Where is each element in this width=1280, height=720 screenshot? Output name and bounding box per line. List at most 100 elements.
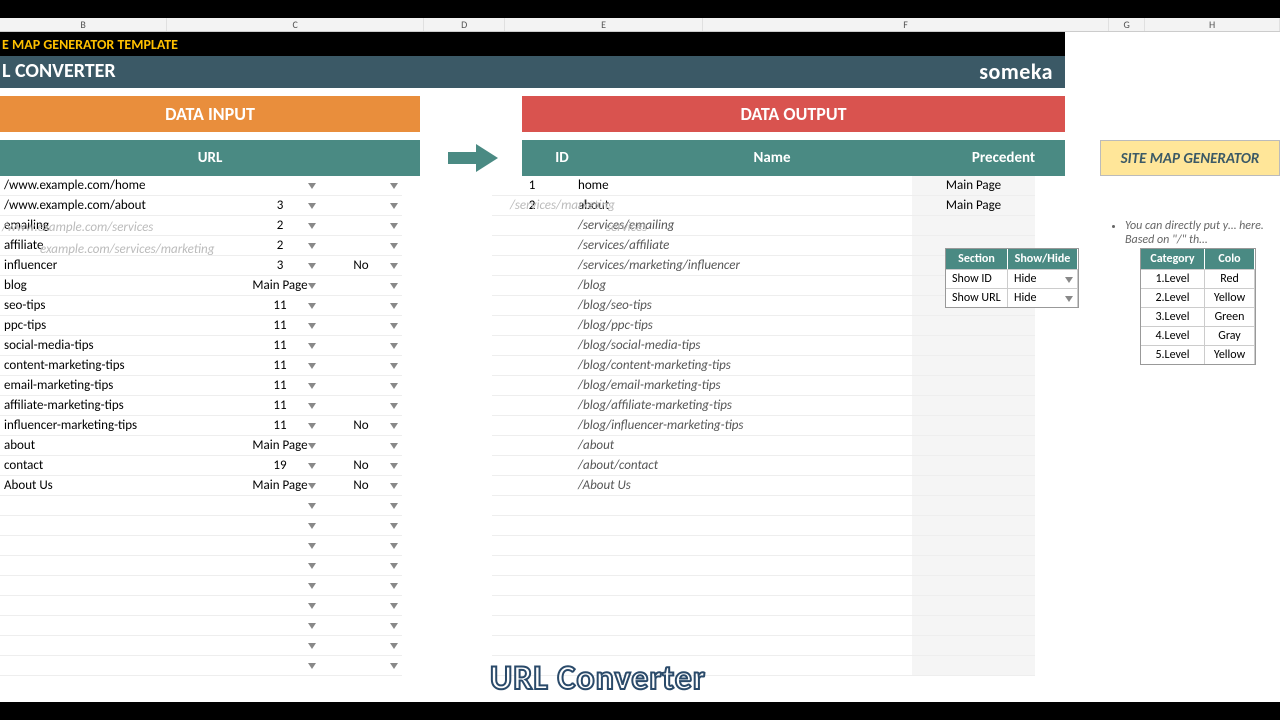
chevron-down-icon[interactable] — [308, 423, 316, 429]
dropdown-cell[interactable]: No — [320, 256, 402, 276]
chevron-down-icon[interactable] — [390, 243, 398, 249]
chevron-down-icon[interactable] — [308, 583, 316, 589]
dropdown-cell[interactable] — [320, 436, 402, 456]
chevron-down-icon[interactable] — [308, 203, 316, 209]
table-row[interactable]: ppc-tips11/blog/ppc-tips — [0, 316, 1280, 336]
chevron-down-icon[interactable] — [390, 623, 398, 629]
chevron-down-icon[interactable] — [308, 643, 316, 649]
chevron-down-icon[interactable] — [390, 523, 398, 529]
dropdown-cell[interactable] — [320, 276, 402, 296]
url-cell[interactable]: affiliate-marketing-tips — [0, 396, 240, 416]
chevron-down-icon[interactable] — [308, 243, 316, 249]
url-cell[interactable]: influencer-marketing-tips — [0, 416, 240, 436]
chevron-down-icon[interactable] — [308, 543, 316, 549]
chevron-down-icon[interactable] — [390, 303, 398, 309]
table-row[interactable]: contact19No/about/contact — [0, 456, 1280, 476]
table-row[interactable]: emailing2/services/emailing — [0, 216, 1280, 236]
dropdown-cell[interactable]: No — [320, 456, 402, 476]
num-cell[interactable]: 11 — [240, 416, 320, 436]
table-row[interactable]: About UsMain PageNo/About Us — [0, 476, 1280, 496]
table-row-empty[interactable] — [0, 516, 1280, 536]
dropdown-cell[interactable] — [320, 336, 402, 356]
table-row-empty[interactable] — [0, 636, 1280, 656]
chevron-down-icon[interactable] — [308, 443, 316, 449]
chevron-down-icon[interactable] — [308, 223, 316, 229]
table-row[interactable]: influencer-marketing-tips11No/blog/influ… — [0, 416, 1280, 436]
table-row-empty[interactable] — [0, 496, 1280, 516]
table-row[interactable]: aboutMain Page/about — [0, 436, 1280, 456]
table-row[interactable]: seo-tips11/blog/seo-tips — [0, 296, 1280, 316]
dropdown-cell[interactable] — [320, 216, 402, 236]
num-cell[interactable]: Main Page — [240, 276, 320, 296]
num-cell[interactable]: Main Page — [240, 476, 320, 496]
url-cell[interactable]: contact — [0, 456, 240, 476]
chevron-down-icon[interactable] — [390, 563, 398, 569]
url-cell[interactable]: email-marketing-tips — [0, 376, 240, 396]
dropdown-cell[interactable] — [320, 176, 402, 196]
table-row[interactable]: social-media-tips11/blog/social-media-ti… — [0, 336, 1280, 356]
url-cell[interactable]: influencer — [0, 256, 240, 276]
url-cell[interactable]: emailing — [0, 216, 240, 236]
chevron-down-icon[interactable] — [308, 323, 316, 329]
chevron-down-icon[interactable] — [390, 643, 398, 649]
table-row[interactable]: influencer3No/services/marketing/influen… — [0, 256, 1280, 276]
url-cell[interactable]: seo-tips — [0, 296, 240, 316]
chevron-down-icon[interactable] — [308, 343, 316, 349]
chevron-down-icon[interactable] — [308, 563, 316, 569]
chevron-down-icon[interactable] — [390, 483, 398, 489]
dropdown-cell[interactable]: No — [320, 476, 402, 496]
chevron-down-icon[interactable] — [390, 583, 398, 589]
chevron-down-icon[interactable] — [308, 623, 316, 629]
chevron-down-icon[interactable] — [390, 323, 398, 329]
url-cell[interactable]: social-media-tips — [0, 336, 240, 356]
url-cell[interactable]: content-marketing-tips — [0, 356, 240, 376]
chevron-down-icon[interactable] — [390, 383, 398, 389]
num-cell[interactable]: 11 — [240, 296, 320, 316]
sh-dropdown[interactable]: Hide — [1008, 270, 1078, 288]
chevron-down-icon[interactable] — [390, 503, 398, 509]
url-cell[interactable]: ppc-tips — [0, 316, 240, 336]
chevron-down-icon[interactable] — [390, 443, 398, 449]
chevron-down-icon[interactable] — [308, 483, 316, 489]
dropdown-cell[interactable] — [320, 196, 402, 216]
chevron-down-icon[interactable] — [308, 603, 316, 609]
chevron-down-icon[interactable] — [390, 663, 398, 669]
chevron-down-icon[interactable] — [308, 363, 316, 369]
chevron-down-icon[interactable] — [390, 463, 398, 469]
table-row[interactable]: email-marketing-tips11/blog/email-market… — [0, 376, 1280, 396]
chevron-down-icon[interactable] — [390, 363, 398, 369]
url-cell[interactable]: /www.example.com/home — [0, 176, 240, 196]
dropdown-cell[interactable]: No — [320, 416, 402, 436]
url-cell[interactable]: blog — [0, 276, 240, 296]
chevron-down-icon[interactable] — [390, 263, 398, 269]
chevron-down-icon[interactable] — [390, 603, 398, 609]
dropdown-cell[interactable] — [320, 236, 402, 256]
dropdown-cell[interactable] — [320, 316, 402, 336]
data-grid[interactable]: /www.example.com/home1homeMain Page/www.… — [0, 176, 1280, 676]
chevron-down-icon[interactable] — [390, 183, 398, 189]
chevron-down-icon[interactable] — [1065, 277, 1073, 283]
dropdown-cell[interactable] — [320, 296, 402, 316]
table-row-empty[interactable] — [0, 616, 1280, 636]
num-cell[interactable]: 11 — [240, 356, 320, 376]
table-row[interactable]: /www.example.com/home1homeMain Page — [0, 176, 1280, 196]
num-cell[interactable]: 3 — [240, 196, 320, 216]
num-cell[interactable]: Main Page — [240, 436, 320, 456]
table-row[interactable]: affiliate-marketing-tips11/blog/affiliat… — [0, 396, 1280, 416]
table-row-empty[interactable] — [0, 576, 1280, 596]
table-row[interactable]: affiliate2/services/affiliate — [0, 236, 1280, 256]
chevron-down-icon[interactable] — [390, 223, 398, 229]
table-row[interactable]: blogMain Page/blog — [0, 276, 1280, 296]
chevron-down-icon[interactable] — [308, 303, 316, 309]
chevron-down-icon[interactable] — [390, 343, 398, 349]
dropdown-cell[interactable] — [320, 376, 402, 396]
chevron-down-icon[interactable] — [308, 283, 316, 289]
sh-dropdown[interactable]: Hide — [1008, 289, 1078, 307]
chevron-down-icon[interactable] — [390, 423, 398, 429]
num-cell[interactable]: 19 — [240, 456, 320, 476]
chevron-down-icon[interactable] — [308, 383, 316, 389]
table-row-empty[interactable] — [0, 536, 1280, 556]
table-row[interactable]: content-marketing-tips11/blog/content-ma… — [0, 356, 1280, 376]
chevron-down-icon[interactable] — [308, 523, 316, 529]
url-cell[interactable]: About Us — [0, 476, 240, 496]
